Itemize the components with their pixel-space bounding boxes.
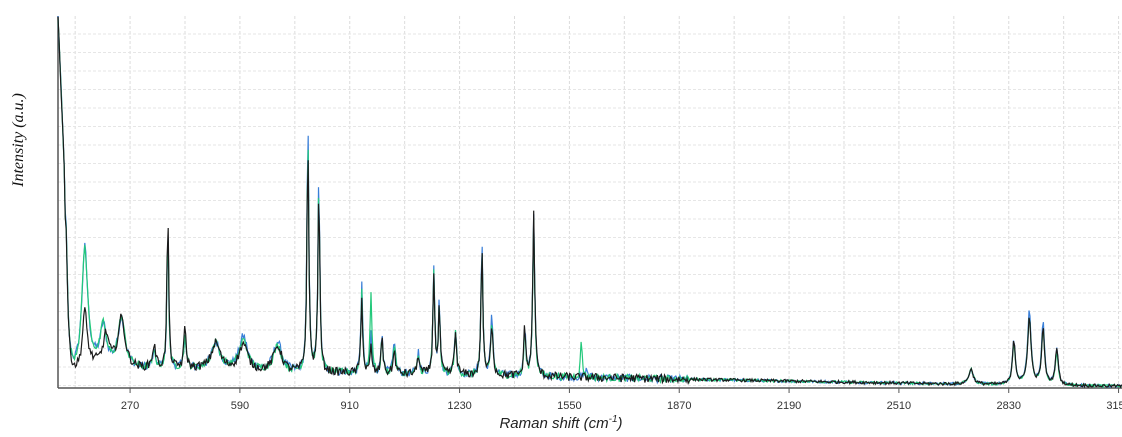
x-axis-label-sup: -1 xyxy=(608,414,618,425)
series-line-0 xyxy=(57,15,1122,389)
x-tick-label-0: 270 xyxy=(121,400,139,412)
x-axis-label-close: ) xyxy=(617,415,623,432)
x-tick-label-4: 1550 xyxy=(557,400,581,412)
x-tick-label-2: 910 xyxy=(341,400,359,412)
series-line-1 xyxy=(57,18,1122,389)
y-axis-label: Intensity (a.u.) xyxy=(4,40,34,240)
y-axis-label-text: Intensity (a.u.) xyxy=(10,93,27,187)
x-tick-label-1: 590 xyxy=(231,400,249,412)
x-ticks: 270 590 910 1230 1550 1870 2190 2510 2830 3150 xyxy=(121,388,1122,412)
x-axis-label: Raman shift (cm-1) xyxy=(0,414,1122,432)
x-tick-label-6: 2190 xyxy=(777,400,801,412)
x-tick-label-5: 1870 xyxy=(667,400,691,412)
grid-lines xyxy=(58,16,1122,388)
x-tick-label-3: 1230 xyxy=(447,400,471,412)
x-axis-label-text: Raman shift (cm xyxy=(499,415,609,432)
series-group xyxy=(57,15,1122,389)
x-tick-label-9: 3150 xyxy=(1106,400,1122,412)
series-line-2 xyxy=(57,16,1122,389)
axes xyxy=(57,16,1122,389)
x-tick-label-7: 2510 xyxy=(887,400,911,412)
x-tick-label-8: 2830 xyxy=(996,400,1020,412)
